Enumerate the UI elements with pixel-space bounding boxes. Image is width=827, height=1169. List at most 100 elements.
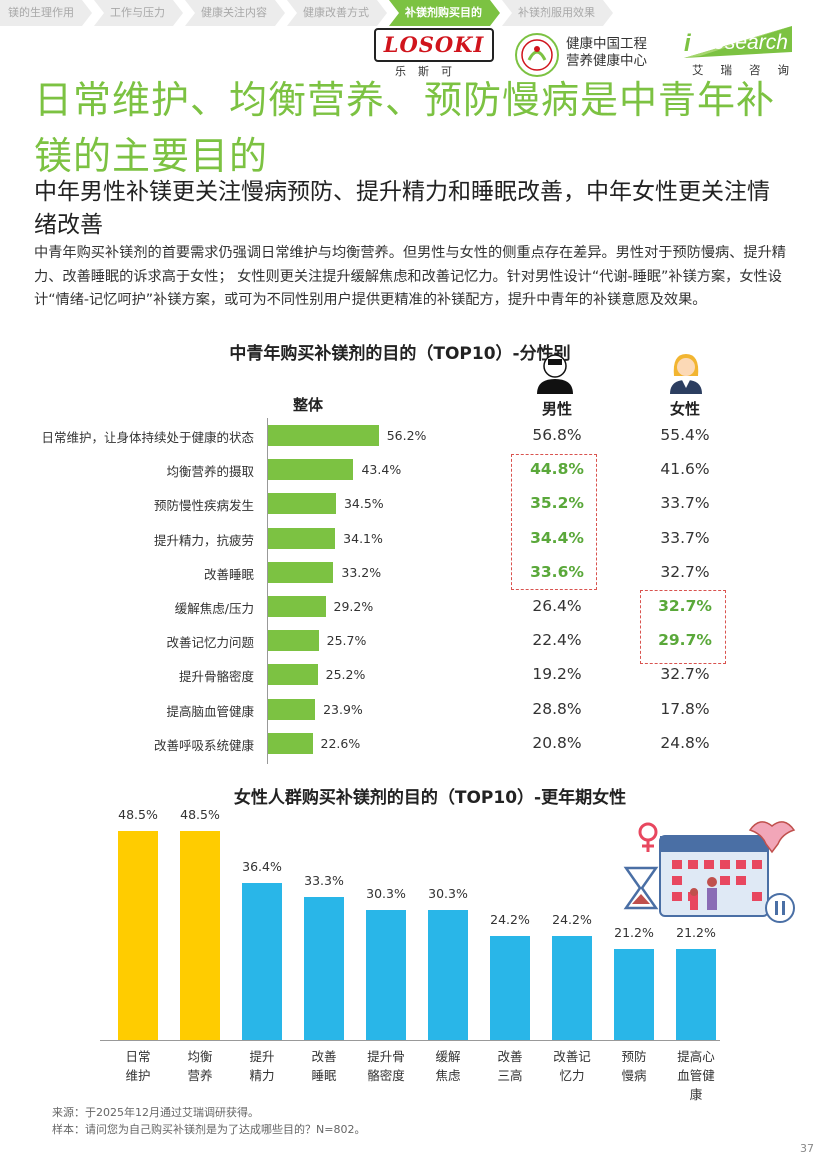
bar-1 (180, 831, 220, 1040)
bar-overall (268, 596, 326, 617)
category-label: 改善记 忆力 (540, 1047, 604, 1085)
category-label: 改善呼吸系统健康 (153, 737, 254, 753)
female-value: 32.7% (658, 597, 712, 615)
bar-7 (552, 935, 592, 1040)
bar-5 (428, 909, 468, 1040)
bar-value: 30.3% (428, 885, 468, 901)
category-label: 提升 精力 (230, 1047, 294, 1085)
female-value: 32.7% (660, 665, 710, 684)
category-label: 预防慢性疾病发生 (153, 498, 254, 514)
chart2-title: 女性人群购买补镁剂的目的（TOP10）-更年期女性 (233, 788, 627, 808)
col-head-overall: 整体 (292, 396, 323, 414)
bar-value: 30.3% (366, 885, 406, 901)
footer-sample: 样本：请问您为自己购买补镁剂是为了达成哪些目的？N=802。 (52, 1123, 366, 1136)
category-label-line: 提升骨 (367, 1049, 405, 1064)
bar-4 (366, 909, 406, 1040)
bar-value: 34.1% (343, 530, 383, 546)
bar-value: 33.3% (304, 872, 344, 888)
bar-value: 23.9% (323, 701, 363, 717)
col-head-female: 女性 (669, 400, 700, 418)
bar-3 (304, 896, 344, 1040)
category-label-line: 提高心 (677, 1049, 715, 1064)
chart2-axis (100, 1040, 720, 1041)
category-label-line: 改善 (497, 1049, 523, 1064)
male-value: 44.8% (530, 460, 584, 479)
male-value: 28.8% (532, 699, 582, 718)
bar-value: 34.5% (343, 496, 384, 512)
bar-overall (268, 698, 316, 720)
category-label: 缓解 焦虑 (416, 1047, 480, 1085)
category-label-line: 营养 (187, 1068, 213, 1083)
nav-item-health-focus[interactable]: 健康关注内容 (185, 0, 285, 26)
female-value: 41.6% (660, 460, 710, 479)
iresearch-logo-subtitle: 艾瑞咨询 (692, 63, 806, 77)
male-value: 20.8% (532, 733, 582, 752)
chart1-axis (267, 418, 268, 764)
category-label: 提高心 血管健康 (664, 1047, 728, 1104)
health-center-name: 健康中国工程 营养健康中心 (566, 36, 647, 69)
male-value: 35.2% (530, 494, 584, 513)
category-label: 改善睡眠 (203, 566, 254, 582)
page-subtitle: 中年男性补镁更关注慢病预防、提升精力和睡眠改善，中年女性更关注情绪改善 (34, 179, 770, 238)
nav-item-usage-effect[interactable]: 补镁剂服用效果 (502, 0, 613, 26)
bar-value: 22.6% (320, 735, 361, 751)
bar-0 (118, 831, 158, 1040)
male-value: 19.2% (532, 665, 582, 684)
nav-item-magnesium-role[interactable]: 镁的生理作用 (0, 0, 92, 26)
bar-value: 36.4% (242, 859, 282, 875)
bar-value: 29.2% (333, 599, 374, 614)
category-label-line: 三高 (497, 1068, 523, 1083)
category-label: 均衡 营养 (168, 1047, 232, 1085)
bar-overall (268, 527, 336, 549)
category-label-line: 均衡 (187, 1049, 213, 1064)
losoki-logo: LOSOKI (374, 28, 494, 62)
category-label-line: 日常 (125, 1049, 151, 1064)
category-label-line: 焦虑 (435, 1068, 461, 1083)
category-label: 提升精力，抗疲劳 (153, 532, 254, 548)
page-title: 日常维护、均衡营养、预防慢病是中青年补镁的主要目的 (34, 78, 776, 178)
bar-overall (268, 664, 318, 686)
bar-value: 21.2% (676, 924, 716, 940)
bar-value: 24.2% (490, 911, 530, 927)
health-center-emblem-icon (515, 33, 559, 77)
female-value: 29.7% (658, 631, 712, 650)
bar-value: 43.4% (361, 462, 402, 478)
category-label: 均衡营养的摄取 (166, 464, 254, 480)
female-value: 55.4% (660, 426, 710, 444)
bar-overall (268, 561, 334, 583)
nav-item-purchase-purpose[interactable]: 补镁剂购买目的 (389, 0, 500, 26)
category-label-line: 精力 (249, 1068, 275, 1083)
category-label-line: 缓解 (435, 1049, 461, 1064)
menopause-illustration-icon (623, 821, 796, 923)
category-label: 缓解焦虑/压力 (174, 601, 254, 616)
male-value: 33.6% (530, 562, 584, 581)
category-label-line: 康 (689, 1087, 703, 1102)
chart1-title: 中青年购买补镁剂的目的（TOP10）-分性别 (229, 344, 571, 364)
category-label: 改善睡眠 (292, 1047, 356, 1085)
female-value: 33.7% (660, 528, 710, 547)
category-label: 提升骨骼密度 (354, 1047, 418, 1085)
category-label-line: 提升 (249, 1049, 275, 1064)
category-label: 提升骨骼密度 (178, 669, 254, 685)
female-value: 17.8% (660, 699, 710, 718)
bar-overall (268, 732, 313, 754)
category-label-line: 慢病 (621, 1068, 647, 1083)
category-label-line: 改善记 (553, 1049, 591, 1064)
nav-item-health-improvement[interactable]: 健康改善方式 (287, 0, 387, 26)
category-label-line: 维护 (125, 1068, 151, 1083)
bar-6 (490, 935, 530, 1040)
bar-value: 33.2% (341, 564, 382, 580)
page-description: 中青年购买补镁剂的首要需求仍强调日常维护与均衡营养。但男性与女性的侧重点存在差异… (34, 245, 786, 308)
section-nav: 镁的生理作用 工作与压力 健康关注内容 健康改善方式 补镁剂购买目的 补镁剂服用… (0, 0, 615, 26)
male-highlight-box (511, 454, 597, 590)
bar-9 (676, 948, 716, 1040)
nav-item-work-stress[interactable]: 工作与压力 (94, 0, 183, 26)
male-value: 26.4% (532, 597, 582, 615)
category-label: 日常 维护 (106, 1047, 170, 1085)
female-avatar-icon (670, 354, 702, 394)
footer-source: 来源：于2025年12月通过艾瑞调研获得。 (52, 1106, 259, 1119)
category-label-line: 预防 (621, 1049, 647, 1064)
iresearch-logo: i Research (680, 22, 798, 60)
col-head-male: 男性 (541, 400, 572, 418)
category-label-line: 骼密度 (367, 1068, 405, 1083)
